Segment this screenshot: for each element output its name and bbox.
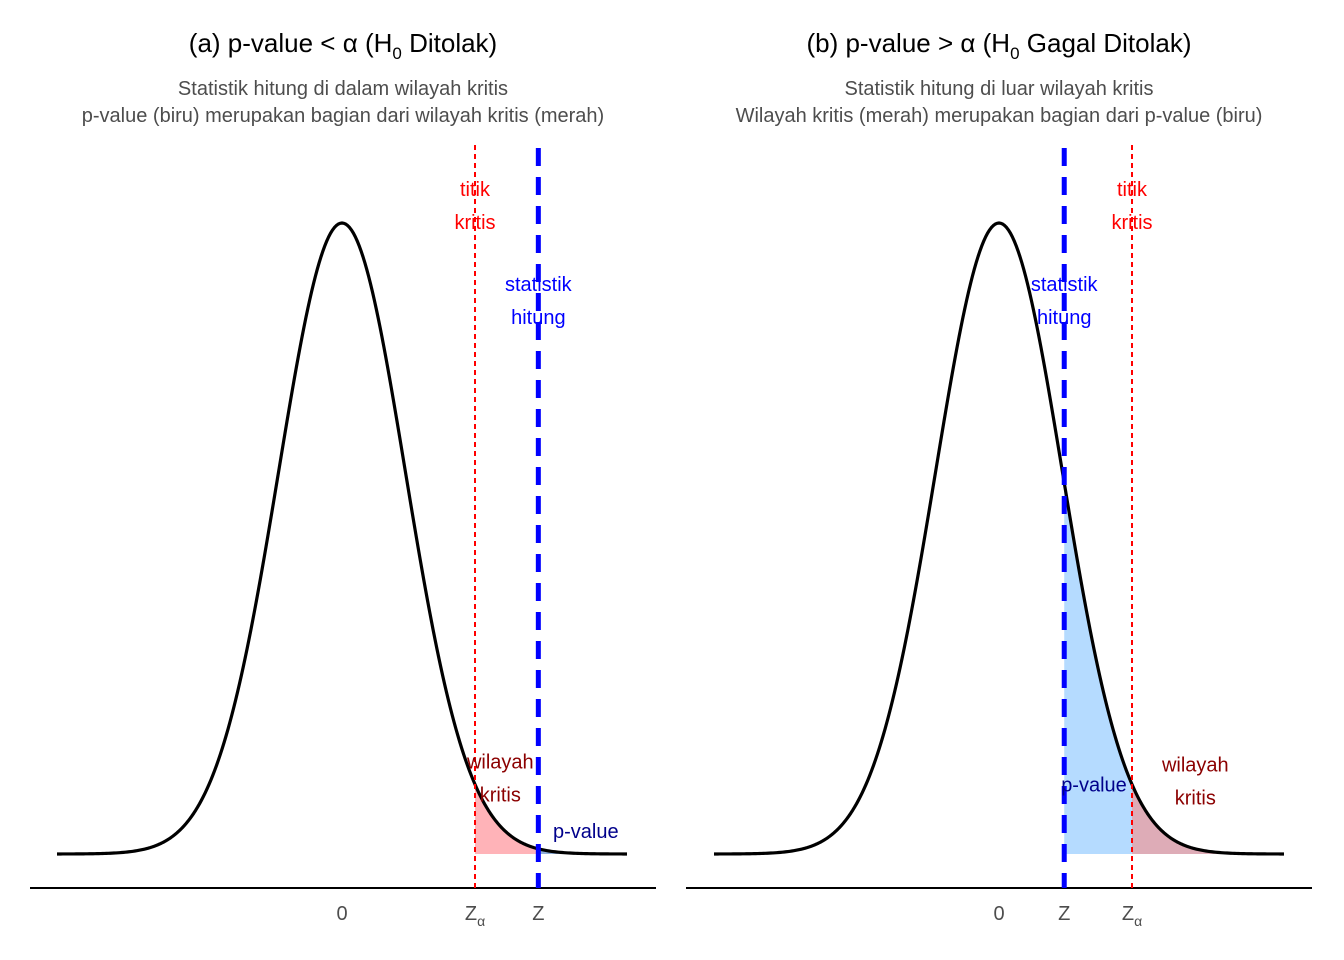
chart-subtitle-line: p-value (biru) merupakan bagian dari wil…	[82, 105, 604, 127]
x-tick-label: Z	[1058, 903, 1070, 925]
annotation-p-value: p-value	[1061, 774, 1127, 796]
density-curve	[714, 221, 1284, 856]
annotation-statistik-hitung: statistik hitung	[1031, 274, 1099, 329]
x-tick-label: Zα	[465, 903, 485, 929]
density-curve	[57, 221, 627, 856]
annotation-wilayah-kritis: wilayah kritis	[466, 752, 534, 807]
shaded-area-wilayah-kritis	[475, 784, 539, 854]
shaded-area-wilayah-kritis	[1132, 784, 1284, 854]
chart-subtitle-line: Statistik hitung di luar wilayah kritis	[844, 78, 1153, 100]
chart-title: (a) p-value < α (H0 Ditolak)	[189, 28, 497, 63]
x-tick-label: 0	[336, 903, 347, 925]
annotation-titik-kritis: titik kritis	[454, 179, 495, 234]
annotation-wilayah-kritis: wilayah kritis	[1161, 755, 1229, 810]
shaded-area-p-value	[1064, 482, 1132, 854]
chart-subtitle-line: Statistik hitung di dalam wilayah kritis	[178, 78, 508, 100]
chart-panel-b: (b) p-value > α (H0 Gagal Ditolak) Statis…	[686, 28, 1312, 929]
chart-title: (b) p-value > α (H0 Gagal Ditolak)	[806, 28, 1191, 63]
annotation-p-value: p-value	[553, 821, 619, 843]
chart-panel-a: (a) p-value < α (H0 Ditolak) Statistik hi…	[30, 28, 656, 929]
x-tick-label: 0	[993, 903, 1004, 925]
x-tick-label: Z	[532, 903, 544, 925]
x-tick-label: Zα	[1122, 903, 1142, 929]
annotation-titik-kritis: titik kritis	[1111, 179, 1152, 234]
chart-subtitle-line: Wilayah kritis (merah) merupakan bagian …	[736, 105, 1263, 127]
annotation-statistik-hitung: statistik hitung	[505, 274, 573, 329]
